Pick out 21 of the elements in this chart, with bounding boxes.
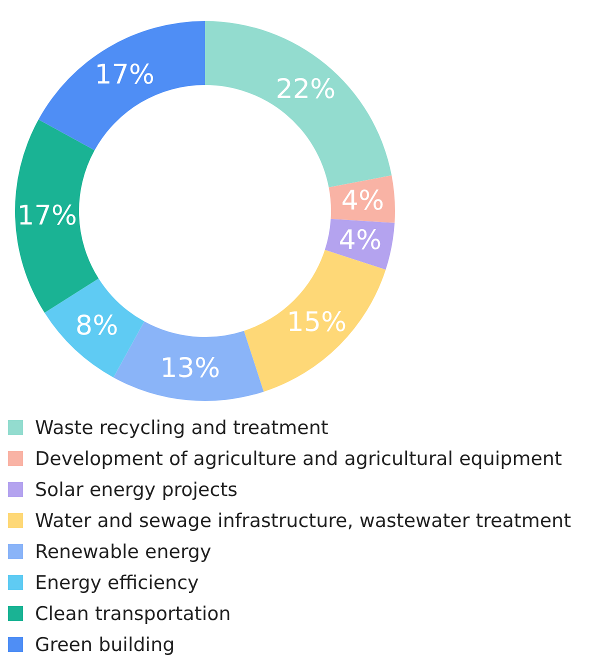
data-label: 4% bbox=[338, 225, 382, 256]
legend-label: Development of agriculture and agricultural equipment bbox=[35, 448, 562, 470]
legend-label: Waste recycling and treatment bbox=[35, 416, 328, 438]
data-label: 17% bbox=[17, 200, 78, 232]
legend-label: Energy efficiency bbox=[35, 572, 199, 594]
data-label: 13% bbox=[160, 352, 220, 384]
data-label: 15% bbox=[286, 307, 347, 338]
legend-label: Clean transportation bbox=[35, 602, 231, 624]
legend-label: Green building bbox=[35, 634, 175, 656]
legend-label: Renewable energy bbox=[35, 540, 212, 562]
donut-slice bbox=[38, 21, 205, 150]
legend-label: Water and sewage infrastructure, wastewater treatment bbox=[35, 510, 572, 532]
data-label: 17% bbox=[94, 60, 155, 91]
donut-slice bbox=[44, 278, 144, 378]
legend-label: Solar energy projects bbox=[35, 478, 238, 500]
donut-slice bbox=[205, 21, 392, 188]
data-label: 4% bbox=[341, 186, 384, 217]
donut-slice bbox=[244, 250, 386, 392]
data-label: 22% bbox=[276, 74, 336, 105]
donut-slice bbox=[15, 119, 99, 313]
data-label: 8% bbox=[75, 310, 118, 342]
